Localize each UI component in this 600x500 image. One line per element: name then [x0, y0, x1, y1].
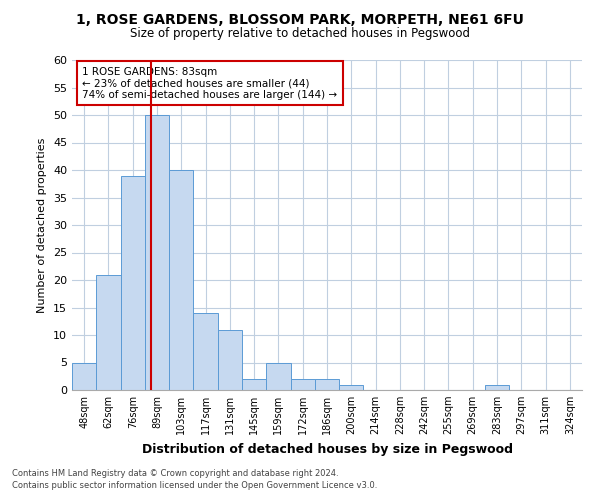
Bar — [169, 170, 193, 390]
Bar — [315, 379, 339, 390]
Text: 1 ROSE GARDENS: 83sqm
← 23% of detached houses are smaller (44)
74% of semi-deta: 1 ROSE GARDENS: 83sqm ← 23% of detached … — [82, 66, 337, 100]
Text: Size of property relative to detached houses in Pegswood: Size of property relative to detached ho… — [130, 28, 470, 40]
Bar — [121, 176, 145, 390]
Text: Contains public sector information licensed under the Open Government Licence v3: Contains public sector information licen… — [12, 481, 377, 490]
Bar — [218, 330, 242, 390]
X-axis label: Distribution of detached houses by size in Pegswood: Distribution of detached houses by size … — [142, 442, 512, 456]
Bar — [72, 362, 96, 390]
Bar — [485, 384, 509, 390]
Bar — [266, 362, 290, 390]
Y-axis label: Number of detached properties: Number of detached properties — [37, 138, 47, 312]
Bar — [290, 379, 315, 390]
Bar — [96, 274, 121, 390]
Bar — [339, 384, 364, 390]
Text: Contains HM Land Registry data © Crown copyright and database right 2024.: Contains HM Land Registry data © Crown c… — [12, 468, 338, 477]
Text: 1, ROSE GARDENS, BLOSSOM PARK, MORPETH, NE61 6FU: 1, ROSE GARDENS, BLOSSOM PARK, MORPETH, … — [76, 12, 524, 26]
Bar — [193, 313, 218, 390]
Bar — [145, 115, 169, 390]
Bar — [242, 379, 266, 390]
